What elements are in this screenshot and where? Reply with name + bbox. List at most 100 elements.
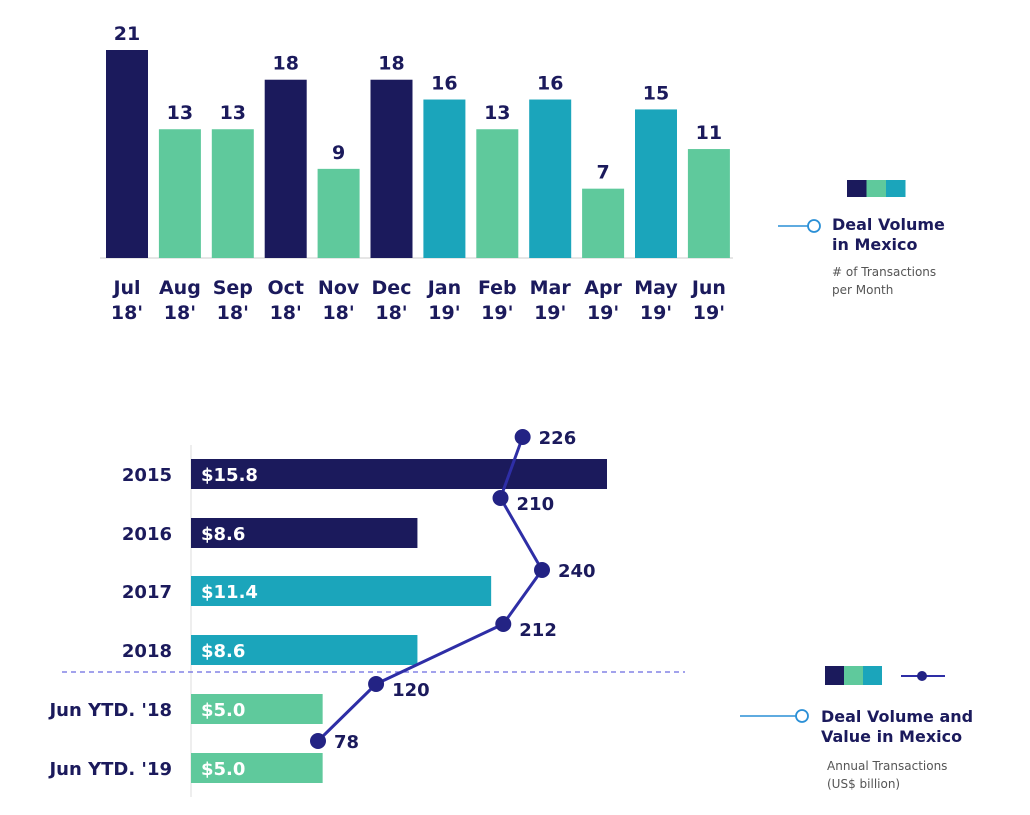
x-tick-label: Oct [267,277,304,299]
bar-may-19- [635,109,677,258]
annual-legend-title: Deal Volume and Value in Mexico [821,707,973,747]
bar-value-label: 16 [431,73,457,95]
bar-2018 [191,635,418,665]
legend-title-line: Value in Mexico [821,727,963,746]
x-tick-label: Jun [690,277,726,299]
x-tick-label: Jul [111,277,140,299]
y-category-label: Jun YTD. '19 [47,759,172,780]
line-point-marker [495,616,512,632]
bar-jun-ytd-18 [191,694,323,724]
legend-swatch-navy [847,180,867,197]
monthly-deal-volume-chart: 21 13 13 18 9 18 16 13 16 7 15 11 Jul 18' Aug 18' Sep 18… [100,23,733,324]
legend-swatch-green [844,666,863,685]
line-point-marker [492,490,509,506]
y-category-label: Jun YTD. '18 [47,700,172,721]
legend-subtitle-line: per Month [832,283,894,297]
annual-chart-legend [740,666,945,723]
line-point-label: 120 [392,680,430,701]
legend-color-swatches [825,666,882,685]
bar-sep-18- [211,129,254,258]
x-tick-label: 19' [481,302,513,324]
y-category-label: 2015 [122,465,172,486]
bar-value-label: 16 [537,73,563,95]
x-tick-label: 19' [534,302,566,324]
x-tick-label: 19' [640,302,672,324]
bar-value-label: 13 [220,102,246,124]
y-category-label: 2018 [122,641,172,662]
bar-aug-18- [158,129,201,258]
x-tick-label: Mar [530,277,572,299]
bar-value-label: 7 [596,162,609,184]
bar-value-label: 11 [696,122,722,144]
x-tick-label: 19' [587,302,619,324]
line-point-label: 226 [539,428,577,449]
legend-subtitle-line: # of Transactions [832,265,937,279]
legend-line-marker-icon [917,671,927,681]
line-point-marker [534,562,550,578]
annual-legend-subtitle: Annual Transactions (US$ billion) [827,757,947,793]
x-tick-label: Nov [318,277,360,299]
line-point-label: 210 [517,494,555,515]
bar-value-label: 13 [167,102,193,124]
bar-2016 [191,518,418,548]
legend-subtitle-line: Annual Transactions [827,759,948,773]
legend-connector-circle-icon [807,219,821,233]
monthly-chart-legend [778,180,906,233]
bar-jan-19- [423,99,466,259]
x-tick-label: 18' [270,302,302,324]
bar-value-label: $15.8 [201,465,258,486]
monthly-legend-subtitle: # of Transactions per Month [832,263,936,299]
line-point-marker [310,733,326,749]
bar-value-label: 18 [272,53,298,75]
x-tick-label: 19' [693,302,725,324]
line-point-label: 78 [334,732,359,753]
legend-swatch-teal [886,180,906,197]
bar-mar-19- [529,99,572,259]
legend-connector-circle-icon [795,709,809,723]
bar-value-label: 9 [332,142,345,164]
bar-apr-19- [582,188,625,258]
x-tick-label: Dec [372,277,412,299]
bar-value-label: $11.4 [201,582,258,603]
legend-title-line: in Mexico [832,235,918,254]
bar-2015 [191,459,607,489]
x-tick-label: Sep [213,277,253,299]
y-category-label: 2016 [122,524,172,545]
monthly-legend-title: Deal Volume in Mexico [832,215,945,255]
line-point-label: 212 [519,620,557,641]
legend-swatch-navy [825,666,844,685]
bar-oct-18- [264,79,307,258]
legend-subtitle-line: (US$ billion) [827,777,901,791]
x-tick-label: Apr [584,277,622,299]
bar-jun-ytd-19 [191,753,323,783]
x-tick-label: May [634,277,678,299]
x-tick-label: 18' [217,302,249,324]
bar-nov-18- [317,168,360,258]
bar-feb-19- [476,129,519,258]
line-point-marker [368,676,385,692]
bar-value-label: 15 [643,82,669,104]
x-tick-label: 19' [428,302,460,324]
x-tick-label: Feb [478,277,517,299]
bar-jun-19- [687,149,730,258]
bar-jul-18- [106,50,148,258]
x-tick-label: 18' [164,302,196,324]
legend-title-line: Deal Volume [832,215,945,234]
legend-color-swatches [847,180,906,197]
x-tick-label: Jan [426,277,461,299]
y-category-label: 2017 [122,582,172,603]
bar-value-label: $8.6 [201,524,245,545]
legend-swatch-green [866,180,886,197]
bar-2017 [191,576,492,606]
legend-swatch-teal [863,666,882,685]
bar-dec-18- [370,79,413,258]
bar-value-label: 18 [378,53,404,75]
bar-value-label: 13 [484,102,510,124]
legend-title-line: Deal Volume and [821,707,974,726]
line-point-marker [514,429,531,445]
transactions-line [316,436,544,743]
bar-value-label: $5.0 [201,700,245,721]
x-tick-label: 18' [111,302,143,324]
x-tick-label: 18' [375,302,407,324]
